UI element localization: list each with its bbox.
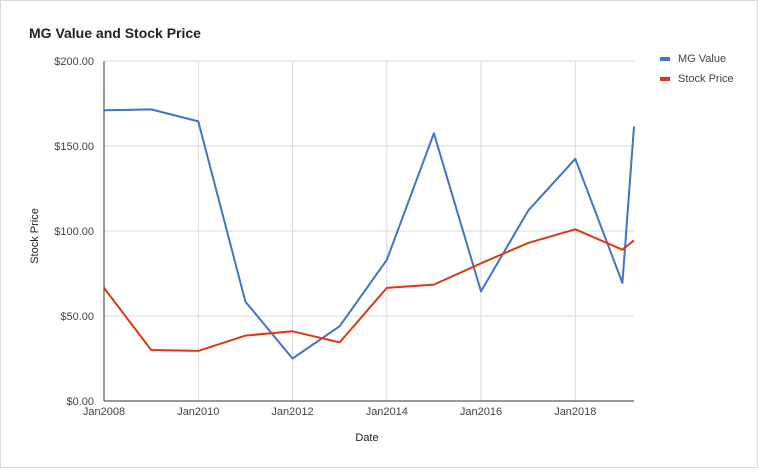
x-tick-label: Jan2014 — [366, 406, 408, 418]
y-tick-label: $0.00 — [66, 396, 94, 408]
y-tick-label: $50.00 — [60, 311, 94, 323]
x-tick-label: Jan2018 — [554, 406, 596, 418]
stock-price-line — [103, 228, 635, 352]
chart-title: MG Value and Stock Price — [29, 25, 201, 41]
mg-value-line — [103, 108, 635, 360]
y-tick-label: $200.00 — [54, 56, 94, 68]
stock-price-legend-swatch — [660, 77, 670, 81]
y-axis-label: Stock Price — [29, 208, 41, 264]
axes: $0.00 $50.00 $100.00 $150.00 $200.00 Jan2008 J… — [54, 56, 634, 418]
legend: MG Value Stock Price — [660, 53, 734, 85]
y-tick-label: $150.00 — [54, 141, 94, 153]
mg-value-legend-swatch — [660, 57, 670, 61]
x-tick-label: Jan2012 — [271, 406, 313, 418]
x-tick-label: Jan2010 — [177, 406, 219, 418]
gridlines — [104, 60, 634, 401]
mg-value-legend-label: MG Value — [678, 53, 726, 65]
x-tick-label: Jan2008 — [83, 406, 125, 418]
series-lines — [103, 108, 635, 360]
x-axis-label: Date — [355, 432, 378, 444]
y-tick-label: $100.00 — [54, 226, 94, 238]
x-tick-label: Jan2016 — [460, 406, 502, 418]
stock-price-legend-label: Stock Price — [678, 73, 734, 85]
